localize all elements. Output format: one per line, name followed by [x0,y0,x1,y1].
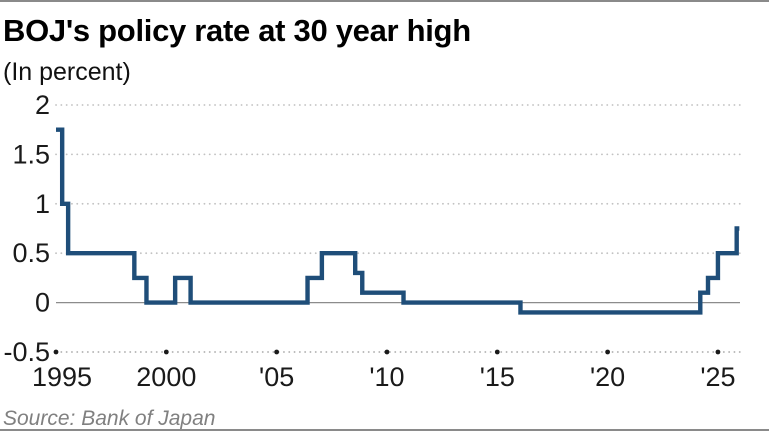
chart-source: Source: Bank of Japan [3,407,216,430]
chart-title: BOJ's policy rate at 30 year high [3,13,471,48]
policy-rate-line [56,127,740,315]
x-tick-dot [384,349,390,355]
x-tick-dot [53,349,59,355]
bottom-rule [0,429,769,431]
x-tick-label: '25 [700,362,735,392]
x-tick-label: '15 [480,362,515,392]
x-tick-label: '10 [369,362,404,392]
x-tick-dot [715,349,721,355]
x-tick-label: 2000 [136,362,196,392]
y-tick-label: 1 [35,189,50,219]
x-tick-dot [494,349,500,355]
x-tick-dot [274,349,280,355]
top-rule [0,0,769,2]
y-tick-label: 0 [35,288,50,318]
x-tick-label: '05 [259,362,294,392]
chart-unit-label: (In percent) [3,58,131,86]
x-tick-label: 1995 [32,362,92,392]
x-tick-dot [605,349,611,355]
y-tick-label: 1.5 [12,139,50,169]
y-tick-label: 2 [35,90,50,120]
y-tick-label: -0.5 [3,337,50,367]
y-tick-label: 0.5 [12,238,50,268]
x-tick-label: '20 [590,362,625,392]
x-tick-dot [163,349,169,355]
